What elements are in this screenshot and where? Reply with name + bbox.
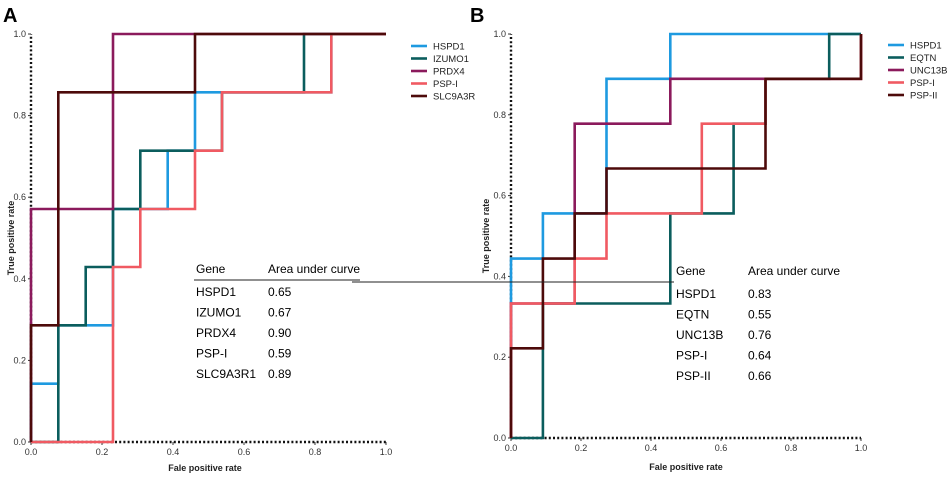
auc-table-value: 0.67 [268,306,292,320]
auc-table-value: 0.55 [748,308,772,322]
legend-label: HSPD1 [910,41,942,52]
panel-a: A 0.0 0.2 0.4 0.6 0.8 1.0 0.0 0.2 0.4 0.6 0.8 1.0 Fal… [3,5,475,473]
auc-table-value: 0.64 [748,349,772,363]
x-tick-label: 0.0 [505,443,518,453]
auc-table-header: Gene [196,262,226,276]
auc-table-header: Area under curve [748,264,840,278]
y-tick-label: 0.2 [13,355,26,365]
x-tick-label: 0.0 [25,447,38,457]
x-axis-title: Fale positive rate [168,463,242,473]
auc-table-value: 0.83 [748,287,772,301]
auc-table-gene: PRDX4 [196,326,236,340]
auc-table-value: 0.59 [268,347,292,361]
panel-letter: A [3,5,17,27]
x-tick-label: 0.2 [575,443,588,453]
auc-table-value: 0.65 [268,285,292,299]
y-tick-label: 0.4 [493,271,506,281]
x-axis-title: Fale positive rate [649,462,723,472]
x-tick-label: 0.6 [238,447,251,457]
y-tick-label: 0.0 [13,437,26,447]
x-tick-label: 0.6 [715,443,728,453]
x-tick-label: 0.4 [167,447,180,457]
legend-label: PSP-I [910,78,935,89]
panel-letter: B [470,5,484,27]
auc-table-value: 0.90 [268,326,292,340]
legend-label: HSPD1 [433,42,465,53]
legend-label: PRDX4 [433,67,465,78]
x-tick-label: 0.8 [309,447,322,457]
x-tick-label: 0.8 [785,443,798,453]
auc-table-gene: EQTN [676,308,709,322]
roc-line-psp-i [31,32,386,444]
auc-table-gene: IZUMO1 [196,306,242,320]
auc-table-value: 0.76 [748,328,772,342]
legend-label: PSP-I [433,79,458,90]
roc-line-slc9a3r [29,32,386,442]
y-tick-label: 0.6 [493,191,506,201]
auc-table-header: Gene [676,264,706,278]
legend-label: EQTN [910,53,937,64]
auc-table-header: Area under curve [268,262,360,276]
y-tick-label: 1.0 [13,29,26,39]
x-tick-label: 0.2 [96,447,109,457]
auc-table-gene: UNC13B [676,328,723,342]
auc-table-value: 0.66 [748,369,772,383]
legend-label: IZUMO1 [433,54,469,65]
panel-b: B 0.0 0.2 0.4 0.6 0.8 1.0 0.0 0.2 0.4 0.6 0.8 1.0 Fal… [352,5,948,472]
auc-table-value: 0.89 [268,367,292,381]
y-axis-title: True positive rate [481,199,491,274]
y-tick-label: 0.6 [13,192,26,202]
auc-table-gene: SLC9A3R1 [196,367,256,381]
x-tick-label: 1.0 [380,447,393,457]
auc-table-gene: HSPD1 [196,285,236,299]
auc-table-gene: PSP-I [196,347,227,361]
legend-label: UNC13B [910,66,948,77]
y-tick-label: 0.0 [493,433,506,443]
x-tick-label: 1.0 [855,443,868,453]
y-tick-label: 0.8 [13,111,26,121]
legend-label: PSP-II [910,91,937,102]
y-axis-title: True positive rate [6,201,16,276]
auc-table-gene: PSP-I [676,349,707,363]
x-tick-label: 0.4 [645,443,658,453]
roc-line-psp-ii [509,34,863,438]
auc-table-gene: HSPD1 [676,287,716,301]
y-tick-label: 0.8 [493,110,506,120]
y-tick-label: 1.0 [493,29,506,39]
auc-table-gene: PSP-II [676,369,711,383]
legend-label: SLC9A3R [433,92,475,103]
y-tick-label: 0.2 [493,352,506,362]
y-tick-label: 0.4 [13,274,26,284]
